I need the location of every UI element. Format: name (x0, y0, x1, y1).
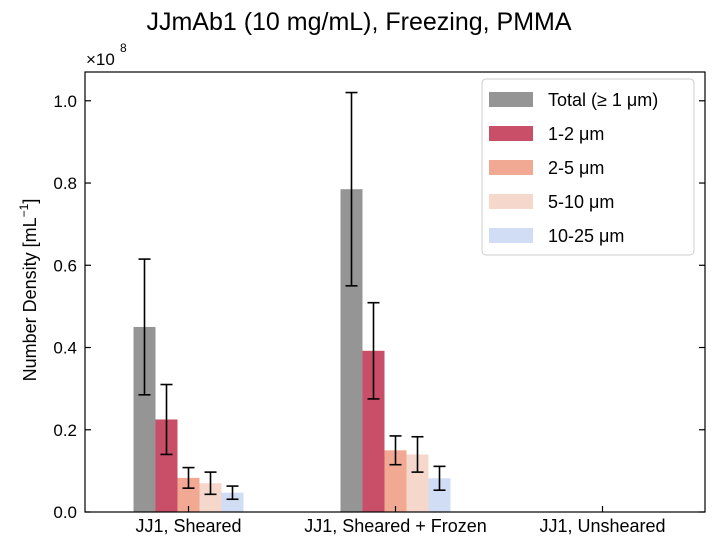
legend-swatch-4 (489, 228, 533, 243)
legend-swatch-1 (489, 126, 533, 141)
bar-s2-c1 (384, 450, 407, 512)
bar-s3-c0 (199, 483, 222, 512)
y-multiplier-base: ×10 (86, 50, 115, 69)
bar-s4-c1 (428, 478, 451, 512)
y-tick-label-3: 0.6 (53, 256, 77, 275)
legend-frame (481, 78, 695, 256)
y-tick-label-5: 1.0 (53, 92, 77, 111)
legend-swatch-3 (489, 194, 533, 209)
y-axis-label-superscript: −1 (17, 203, 31, 217)
legend-label-3: 5-10 μm (548, 192, 614, 212)
x-tick-label-0: JJ1, Sheared (135, 516, 241, 536)
bar-s1-c0 (155, 419, 178, 512)
legend-label-4: 10-25 μm (548, 226, 624, 246)
error-bars-layer (138, 91, 446, 501)
bar-s2-c0 (177, 477, 200, 512)
chart-title: JJmAb1 (10 mg/mL), Freezing, PMMA (146, 8, 571, 36)
bar-s0-c1 (340, 189, 363, 512)
bar-s4-c0 (221, 492, 244, 512)
axes-layer: 0.0 0.2 0.4 0.6 0.8 1.0 JJ1, Sheared JJ1, Shear… (53, 71, 706, 536)
y-multiplier-exponent: 8 (120, 41, 127, 55)
bar-s3-c1 (406, 454, 429, 512)
legend-label-1: 1-2 μm (548, 124, 604, 144)
y-tick-label-0: 0.0 (53, 503, 77, 522)
y-axis-label-main: Number Density [mL (20, 217, 40, 381)
bars-layer (133, 189, 658, 512)
y-axis-label-close: ] (20, 199, 40, 204)
y-tick-label-1: 0.2 (53, 421, 77, 440)
legend: Total (≥ 1 μm) 1-2 μm 2-5 μm 5-10 μm 10-25 μ… (481, 78, 695, 256)
legend-label-0: Total (≥ 1 μm) (548, 90, 658, 110)
y-multiplier: ×10 8 (86, 41, 127, 69)
svg-text:Number Density [mL−1]: Number Density [mL−1] (17, 199, 40, 382)
y-tick-label-4: 0.8 (53, 174, 77, 193)
bar-s0-c0 (133, 326, 156, 512)
y-tick-label-2: 0.4 (53, 339, 77, 358)
legend-swatch-0 (489, 92, 533, 107)
legend-label-2: 2-5 μm (548, 158, 604, 178)
legend-swatch-2 (489, 160, 533, 175)
legend-items: Total (≥ 1 μm) 1-2 μm 2-5 μm 5-10 μm 10-25 μ… (489, 90, 658, 246)
y-axis-label: Number Density [mL−1] (17, 199, 40, 382)
x-tick-label-1: JJ1, Sheared + Frozen (304, 516, 487, 536)
x-tick-label-2: JJ1, Unsheared (539, 516, 665, 536)
bar-s1-c1 (362, 350, 385, 512)
